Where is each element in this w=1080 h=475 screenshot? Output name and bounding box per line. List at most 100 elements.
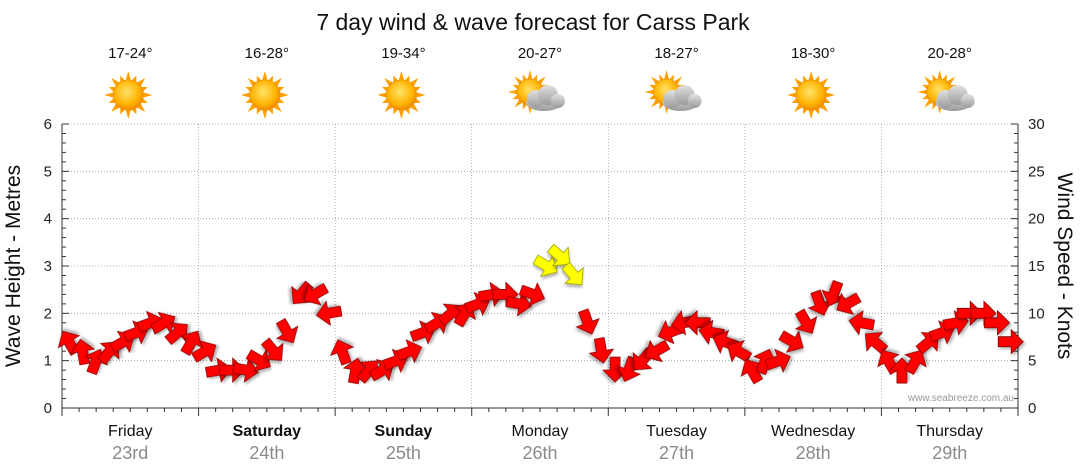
wind-arrow bbox=[588, 337, 615, 364]
sun-ray bbox=[398, 108, 405, 119]
temperature-label: 20-27° bbox=[518, 45, 562, 62]
sun-icon bbox=[104, 71, 153, 119]
wind-arrow bbox=[315, 300, 343, 326]
wind-arrow bbox=[575, 308, 600, 335]
weather-icons bbox=[104, 70, 975, 119]
temperature-labels: 17-24° 16-28° 19-34° 20-27° 18-27° 18-30° 20-2… bbox=[108, 45, 972, 62]
credit-watermark: www.seabreeze.com.au bbox=[907, 393, 1014, 404]
wind-arrow bbox=[329, 339, 355, 366]
day-date-label: 27th bbox=[659, 443, 694, 463]
cloud-shape bbox=[526, 85, 565, 111]
sun-ray bbox=[261, 108, 268, 119]
sun-ray bbox=[508, 89, 519, 95]
left-axis-ticks: 0 1 2 3 4 5 6 bbox=[44, 116, 52, 417]
left-tick-label: 3 bbox=[44, 258, 52, 275]
wind-arrow bbox=[245, 349, 271, 372]
day-name-label: Thursday bbox=[916, 423, 983, 440]
temperature-label: 16-28° bbox=[245, 45, 289, 62]
right-axis-ticks: 0 5 10 15 20 25 30 bbox=[1028, 116, 1045, 417]
right-tick-label: 0 bbox=[1028, 400, 1036, 417]
wind-arrow bbox=[684, 309, 711, 336]
sun-ray bbox=[917, 89, 929, 95]
cloud-shape bbox=[662, 85, 702, 111]
left-tick-label: 4 bbox=[44, 211, 52, 228]
day-name-label: Wednesday bbox=[771, 423, 855, 440]
partly-cloudy-icon bbox=[508, 70, 565, 114]
right-tick-label: 15 bbox=[1028, 258, 1045, 275]
sun-ray bbox=[104, 91, 115, 99]
left-tick-label: 6 bbox=[44, 116, 52, 133]
wind-arrow bbox=[356, 360, 379, 384]
wind-arrow bbox=[180, 330, 203, 357]
sun-icon bbox=[240, 71, 289, 119]
sun-disc bbox=[112, 79, 144, 111]
sun-ray bbox=[141, 91, 153, 99]
left-axis-title: Wave Height - Metres bbox=[2, 165, 25, 367]
wind-arrow bbox=[645, 339, 671, 363]
left-tick-label: 0 bbox=[44, 400, 52, 417]
cloud-part bbox=[687, 94, 702, 108]
wind-arrow bbox=[260, 337, 284, 361]
left-tick-label: 1 bbox=[44, 353, 52, 370]
sun-icon bbox=[377, 71, 426, 119]
partly-cloudy-icon bbox=[917, 70, 975, 114]
wind-arrow bbox=[150, 311, 176, 335]
sun-ray bbox=[824, 91, 836, 99]
wind-arrow bbox=[518, 282, 546, 307]
wind-arrows bbox=[57, 243, 1024, 385]
sun-ray bbox=[278, 91, 289, 99]
wind-arrow bbox=[727, 340, 753, 363]
day-name-label: Saturday bbox=[233, 423, 302, 440]
sun-ray bbox=[644, 89, 655, 95]
cloud-shape bbox=[935, 85, 975, 111]
day-date-label: 28th bbox=[796, 443, 831, 463]
right-tick-label: 20 bbox=[1028, 211, 1045, 228]
wind-arrow bbox=[807, 289, 833, 316]
wind-arrow bbox=[505, 291, 532, 317]
day-name-label: Sunday bbox=[375, 423, 433, 440]
wind-arrow bbox=[821, 279, 846, 307]
sun-ray bbox=[808, 71, 815, 82]
day-name-label: Monday bbox=[512, 423, 569, 440]
sun-icon bbox=[787, 71, 836, 119]
right-tick-label: 5 bbox=[1028, 353, 1036, 370]
wind-arrow bbox=[764, 348, 791, 374]
day-name-label: Friday bbox=[108, 423, 152, 440]
axes bbox=[61, 123, 1019, 416]
sun-ray bbox=[125, 108, 132, 119]
sun-disc bbox=[795, 79, 827, 111]
day-labels: Friday 23rd Saturday 24th Sunday 25th Monday 26… bbox=[108, 423, 983, 463]
sun-ray bbox=[240, 91, 252, 99]
cloud-part bbox=[551, 94, 565, 108]
right-axis-title: Wind Speed - Knots bbox=[1053, 173, 1076, 360]
wind-arrow bbox=[232, 357, 259, 383]
day-date-label: 24th bbox=[249, 443, 284, 463]
wind-arrow bbox=[191, 340, 217, 363]
wind-arrow bbox=[303, 282, 330, 306]
wind-arrow bbox=[740, 359, 764, 385]
wind-arrow bbox=[395, 339, 423, 364]
temperature-label: 19-34° bbox=[381, 45, 425, 62]
wind-arrow bbox=[864, 332, 889, 355]
day-date-label: 26th bbox=[522, 443, 557, 463]
sun-ray bbox=[415, 91, 426, 99]
wind-arrow bbox=[997, 328, 1024, 355]
sun-ray bbox=[527, 70, 533, 81]
right-tick-label: 30 bbox=[1028, 116, 1045, 133]
wind-arrow bbox=[848, 310, 876, 336]
sun-ray bbox=[787, 91, 798, 99]
wind-arrow bbox=[836, 292, 862, 315]
wind-arrow bbox=[275, 317, 299, 344]
day-date-label: 29th bbox=[932, 443, 967, 463]
temperature-label: 20-28° bbox=[928, 45, 972, 62]
left-tick-label: 2 bbox=[44, 305, 52, 322]
sun-disc bbox=[386, 79, 417, 111]
temperature-label: 18-30° bbox=[791, 45, 835, 62]
sun-ray bbox=[125, 71, 132, 82]
temperature-label: 18-27° bbox=[654, 45, 698, 62]
day-name-label: Tuesday bbox=[646, 423, 707, 440]
wind-arrow bbox=[532, 254, 558, 278]
wind-arrow bbox=[561, 261, 584, 286]
